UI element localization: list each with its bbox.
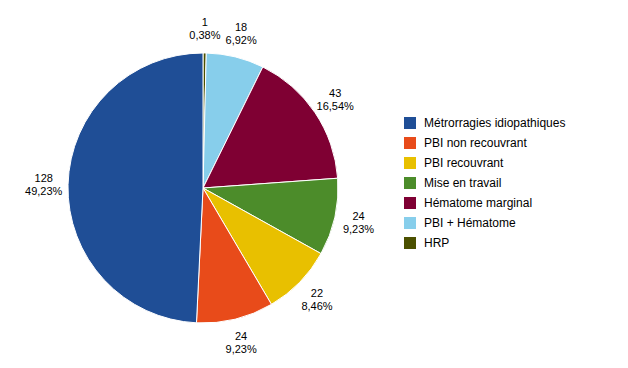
html-text:Mise en travail: Mise en travail	[424, 176, 502, 190]
svg-text:249,23%: 249,23%	[226, 330, 257, 355]
html-text:PBI recouvrant: PBI recouvrant	[424, 156, 504, 170]
svg-text:228,46%: 228,46%	[301, 287, 332, 312]
html-text:PBI non recouvrant: PBI non recouvrant	[424, 136, 527, 150]
svg-text:4316,54%: 4316,54%	[317, 87, 355, 112]
svg-text:10,38%: 10,38%	[189, 16, 220, 41]
html-text:HRP: HRP	[424, 236, 450, 250]
html-text:Hématome marginal: Hématome marginal	[424, 196, 532, 210]
svg-text:186,92%: 186,92%	[226, 21, 257, 46]
svg-text:12849,23%: 12849,23%	[25, 172, 63, 197]
html-text:PBI + Hématome: PBI + Hématome	[424, 216, 516, 230]
svg-text:249,23%: 249,23%	[343, 210, 374, 235]
html-text:Métrorragies idiopathiques: Métrorragies idiopathiques	[424, 116, 566, 130]
